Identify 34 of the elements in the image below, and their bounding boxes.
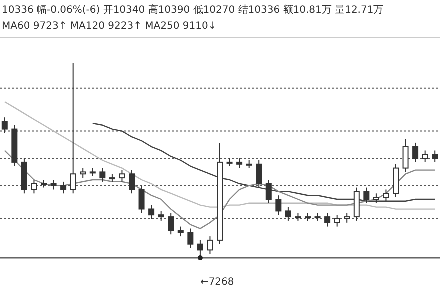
candlestick: [236, 158, 243, 169]
candlestick: [197, 240, 204, 258]
candlestick: [100, 168, 106, 182]
candlestick: [31, 180, 38, 194]
text: ←7268: [200, 277, 234, 288]
candlestick: [168, 212, 174, 236]
candlestick: [266, 180, 272, 204]
candlestick: [402, 138, 409, 173]
candlestick: [276, 195, 282, 216]
candlestick: [148, 204, 155, 220]
candlestick: [285, 206, 292, 222]
candlestick: [256, 160, 262, 188]
candlestick: [207, 236, 214, 255]
candlestick: [432, 150, 438, 163]
candlestick: [2, 117, 8, 134]
candlestick: [364, 187, 370, 204]
header: 10336 幅-0.06%(-6) 开10340 高10390 低10270 结10336 额10.81万 量12.71万 MA60 9723↑ MA120 9223↑ MA250 9110↓: [2, 5, 384, 32]
candlestick: [412, 142, 419, 163]
candlestick: [158, 210, 164, 222]
candlestick: [188, 228, 194, 249]
candlestick: [80, 168, 86, 179]
candlestick: [422, 150, 428, 163]
candlestick: [138, 185, 145, 214]
candlestick: [324, 212, 331, 228]
candlestick: [129, 170, 135, 194]
candlestick: [334, 214, 340, 228]
candlestick: [373, 193, 380, 204]
candlestick: [344, 212, 350, 224]
candlestick: [60, 181, 67, 194]
candlestick: [178, 226, 184, 238]
candlestick: [119, 170, 126, 182]
candlestick: [70, 62, 76, 194]
candlestick: [50, 180, 57, 190]
candlestick: [383, 189, 390, 202]
